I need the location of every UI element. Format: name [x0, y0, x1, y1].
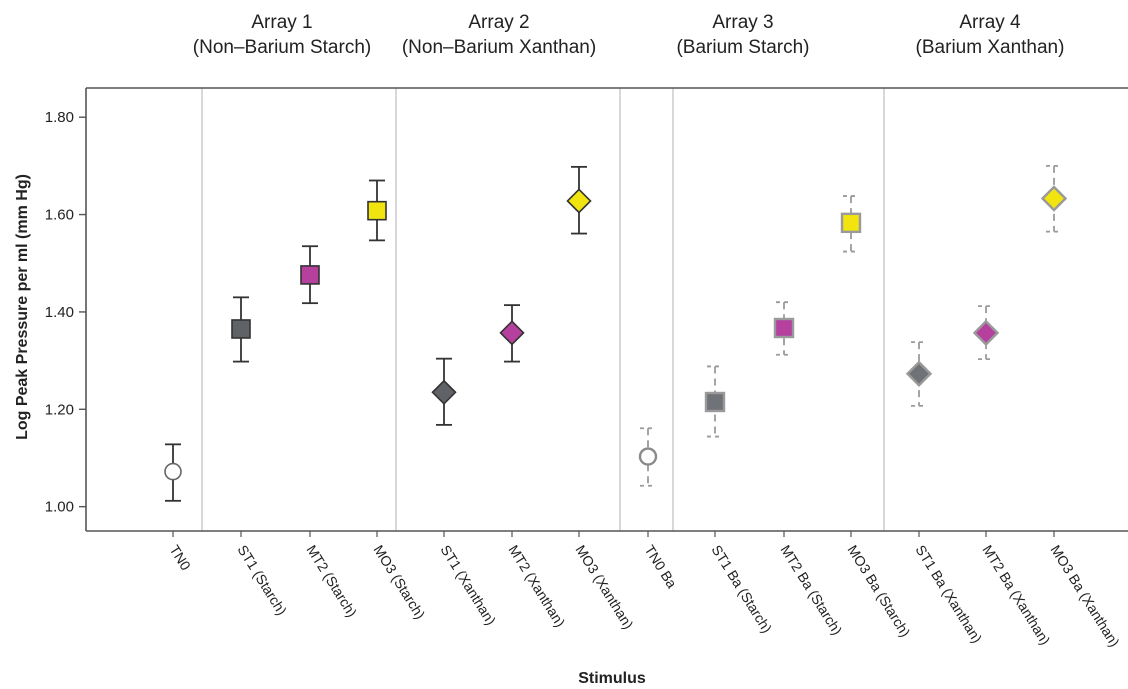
x-tick-label: ST1 Ba (Starch) [708, 542, 775, 636]
error-bar [707, 365, 723, 438]
x-axis-title: Stimulus [578, 670, 646, 687]
data-point-square [773, 317, 795, 339]
array-title-line2: (Non–Barium Starch) [193, 37, 371, 58]
data-point-square [840, 212, 862, 234]
x-tick-label: MO3 (Starch) [370, 542, 428, 622]
x-ticks: TN0 ST1 (Starch) MT2 (Starch) MO3 (Starch) S… [166, 531, 1123, 650]
data-point-square [704, 391, 726, 413]
y-ticks: 1.00 1.20 1.40 1.60 1.80 [45, 109, 86, 516]
x-tick-label: ST1 (Starch) [234, 542, 290, 618]
x-tick-label: MO3 (Xanthan) [572, 542, 636, 632]
x-tick-label: TN0 [166, 542, 194, 573]
y-tick-label: 1.60 [45, 207, 74, 224]
x-tick-label: MT2 Ba (Xanthan) [979, 542, 1053, 647]
array-title-line1: Array 2 [468, 12, 529, 33]
data-point-square [300, 265, 320, 285]
y-tick-label: 1.40 [45, 304, 74, 321]
array-title-line1: Array 1 [251, 12, 312, 33]
array-title-line2: (Non–Barium Xanthan) [402, 37, 596, 58]
array-separators [201, 88, 885, 531]
y-axis-title: Log Peak Pressure per ml (mm Hg) [14, 174, 31, 440]
array-title-line2: (Barium Starch) [676, 37, 809, 58]
x-tick-label: TN0 Ba [641, 542, 680, 591]
y-tick-label: 1.20 [45, 401, 74, 418]
array-title-line1: Array 4 [959, 12, 1021, 33]
y-tick-label: 1.80 [45, 109, 74, 126]
x-tick-label: ST1 Ba (Xanthan) [912, 542, 985, 646]
x-tick-label: MO3 Ba (Starch) [844, 542, 913, 640]
data-point-circle [164, 462, 182, 481]
y-tick-label: 1.00 [45, 499, 74, 516]
error-bars [165, 164, 1062, 502]
array-titles: Array 1 (Non–Barium Starch) Array 2 (Non–Ba… [193, 12, 1065, 58]
data-point-diamond [499, 320, 525, 346]
array-title-line1: Array 3 [712, 12, 773, 33]
x-tick-label: MO3 Ba (Xanthan) [1047, 542, 1122, 649]
error-bar [911, 341, 927, 407]
data-point-diamond [566, 188, 592, 214]
x-tick-label: ST1 (Xanthan) [437, 542, 499, 628]
data-point-square [231, 319, 251, 339]
error-bar [1046, 164, 1062, 233]
data-points [164, 185, 1068, 481]
x-tick-label: MT2 (Xanthan) [505, 542, 568, 630]
x-tick-label: MT2 (Starch) [303, 542, 360, 620]
array-title-line2: (Barium Xanthan) [916, 37, 1065, 58]
data-point-square [367, 200, 387, 221]
data-point-diamond [431, 379, 457, 405]
data-point-diamond [1040, 185, 1068, 212]
data-point-diamond [905, 360, 933, 387]
axes [85, 87, 1128, 532]
data-point-diamond [972, 319, 1000, 347]
x-tick-label: MT2 Ba (Starch) [777, 542, 845, 638]
data-point-circle [638, 447, 658, 466]
